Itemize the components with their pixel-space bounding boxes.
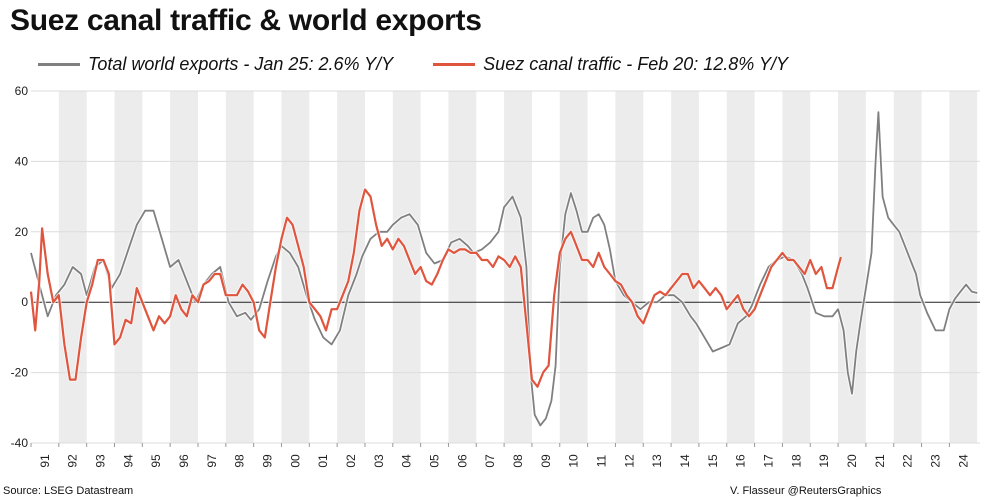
legend-swatch-suez-traffic — [433, 62, 476, 66]
x-tick-label-21: 21 — [873, 454, 887, 468]
x-tick-label-04: 04 — [400, 454, 414, 468]
chart-title: Suez canal traffic & world exports — [10, 4, 482, 37]
y-tick-label-0: 0 — [21, 295, 28, 309]
y-tick-label-20: 20 — [15, 225, 29, 239]
x-tick-label-94: 94 — [121, 454, 135, 468]
x-tick-label-18: 18 — [789, 454, 803, 468]
year-band-12 — [615, 91, 644, 443]
x-tick-label-97: 97 — [205, 454, 219, 468]
x-tick-label-14: 14 — [678, 454, 692, 468]
x-tick-label-98: 98 — [233, 454, 247, 468]
y-tick-label--20: -20 — [11, 366, 29, 380]
x-tick-label-07: 07 — [483, 454, 497, 468]
x-tick-label-08: 08 — [511, 454, 525, 468]
legend-item-world-exports: Total world exports - Jan 25: 2.6% Y/Y — [38, 54, 393, 75]
legend-item-suez-traffic: Suez canal traffic - Feb 20: 12.8% Y/Y — [433, 54, 788, 75]
x-tick-label-00: 00 — [288, 454, 302, 468]
x-tick-label-06: 06 — [455, 454, 469, 468]
legend-label-world-exports: Total world exports - Jan 25: 2.6% Y/Y — [88, 53, 394, 74]
x-tick-label-01: 01 — [316, 454, 330, 468]
x-tick-label-02: 02 — [344, 454, 358, 468]
credit-note: V. Flasseur @ReutersGraphics — [730, 485, 882, 497]
x-tick-label-13: 13 — [650, 454, 664, 468]
x-tick-label-23: 23 — [929, 454, 943, 468]
y-tick-label--40: -40 — [11, 436, 29, 450]
series-halo-1 — [29, 187, 843, 389]
x-tick-label-96: 96 — [177, 454, 191, 468]
x-tick-label-15: 15 — [706, 454, 720, 468]
y-axis-ticks: 60 40 20 0 -20 -40 — [11, 84, 29, 450]
x-tick-label-16: 16 — [734, 454, 748, 468]
x-tick-label-19: 19 — [817, 454, 831, 468]
year-band-24 — [949, 91, 978, 443]
x-tick-label-17: 17 — [762, 454, 776, 468]
series-lines — [29, 110, 978, 428]
year-band-16 — [726, 91, 755, 443]
x-tick-label-20: 20 — [845, 454, 859, 468]
x-tick-label-91: 91 — [38, 454, 52, 468]
y-tick-label-60: 60 — [15, 84, 29, 98]
x-tick-label-24: 24 — [956, 454, 970, 468]
y-tick-label-40: 40 — [15, 154, 29, 168]
year-band-94 — [114, 91, 143, 443]
x-tick-label-99: 99 — [261, 454, 275, 468]
x-tick-label-93: 93 — [94, 454, 108, 468]
source-note: Source: LSEG Datastream — [3, 485, 134, 497]
series-line-suez-traffic — [29, 188, 842, 388]
legend-swatch-world-exports — [38, 62, 80, 66]
year-band-22 — [893, 91, 922, 443]
legend: Total world exports - Jan 25: 2.6% Y/Y S… — [38, 52, 828, 76]
x-tick-label-11: 11 — [595, 454, 609, 467]
x-tick-label-10: 10 — [567, 454, 581, 468]
year-band-96 — [170, 91, 198, 443]
year-band-14 — [671, 91, 699, 443]
x-tick-label-92: 92 — [66, 454, 80, 468]
x-tick-label-95: 95 — [149, 454, 163, 468]
year-band-10 — [559, 91, 588, 443]
year-band-98 — [225, 91, 254, 443]
x-tick-label-12: 12 — [622, 454, 636, 468]
x-tick-label-03: 03 — [372, 454, 386, 468]
x-tick-label-05: 05 — [428, 454, 442, 468]
x-tick-label-22: 22 — [901, 454, 915, 468]
legend-label-suez-traffic: Suez canal traffic - Feb 20: 12.8% Y/Y — [483, 53, 789, 74]
year-band-04 — [392, 91, 421, 443]
x-axis-ticks: 91 92 93 94 95 96 97 98 99 00 01 02 03 04 05 06 07 08 09 10… — [30, 443, 970, 468]
x-tick-label-09: 09 — [539, 454, 553, 468]
year-band-06 — [448, 91, 477, 443]
